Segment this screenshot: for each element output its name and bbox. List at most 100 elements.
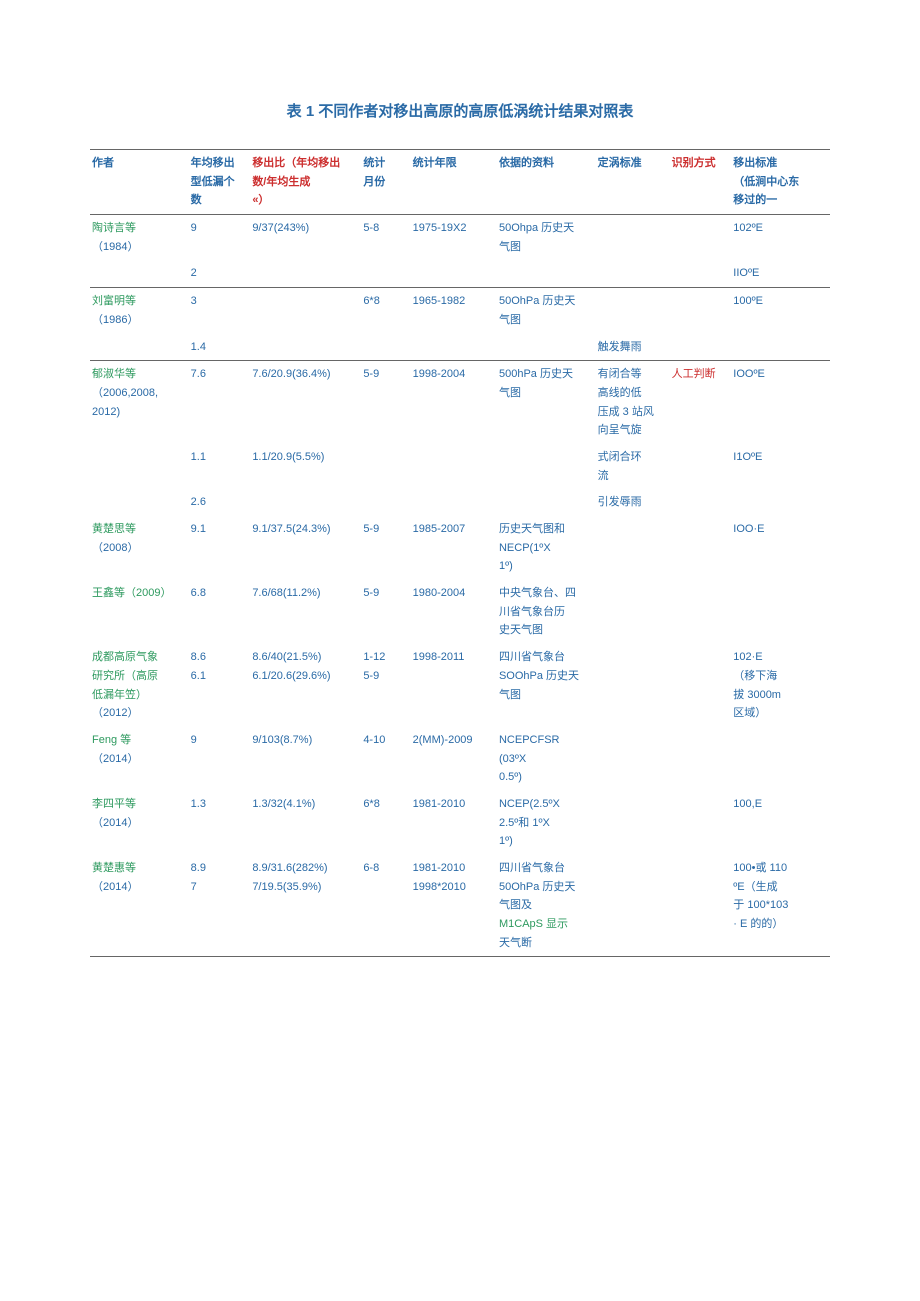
table-row: 刘富明等（1986）36*81965-198250OhPa 历史天气图100ºE [90, 288, 830, 334]
table-cell: 5-9 [361, 516, 410, 580]
table-cell: 9.1/37.5(24.3%) [250, 516, 361, 580]
table-row: 2 IIOºE [90, 260, 830, 287]
table-row: 2.6引发辱雨 [90, 489, 830, 516]
table-cell [411, 489, 497, 516]
table-cell: IIOºE [731, 260, 830, 287]
table-cell [596, 791, 670, 855]
table-cell [670, 260, 732, 287]
table-cell: 1.1/20.9(5.5%) [250, 444, 361, 489]
table-cell [670, 215, 732, 261]
table-row: 黄楚思等（2008）9.19.1/37.5(24.3%)5-91985-2007… [90, 516, 830, 580]
table-cell: 8.97 [189, 855, 251, 957]
table-cell [250, 334, 361, 361]
table-cell: 王鑫等（2009） [90, 580, 189, 644]
table-cell: IOOºE [731, 361, 830, 444]
th-ratio: 移出比（年均移出 数/年均生成 «） [250, 150, 361, 215]
table-cell: 50Ohpa 历史天气图 [497, 215, 596, 261]
table-cell: 8.66.1 [189, 644, 251, 727]
th-count: 年均移出 型低漏个 数 [189, 150, 251, 215]
comparison-table: 作者 年均移出 型低漏个 数 移出比（年均移出 数/年均生成 «） 统计 月份 … [90, 149, 830, 957]
table-cell: 7.6/20.9(36.4%) [250, 361, 361, 444]
table-cell [670, 489, 732, 516]
table-cell [90, 489, 189, 516]
table-row: 陶诗言等（1984）99/37(243%)5-81975-19X250Ohpa … [90, 215, 830, 261]
table-cell: 陶诗言等（1984） [90, 215, 189, 261]
table-cell: 1998-2004 [411, 361, 497, 444]
table-cell: 黄楚思等（2008） [90, 516, 189, 580]
table-cell [731, 489, 830, 516]
table-cell: 6*8 [361, 791, 410, 855]
table-cell [596, 644, 670, 727]
table-cell [250, 260, 361, 287]
table-cell: NCEP(2.5ºX2.5º和 1ºX1º) [497, 791, 596, 855]
table-cell: 1975-19X2 [411, 215, 497, 261]
table-cell: 人工判断 [670, 361, 732, 444]
table-cell [361, 444, 410, 489]
table-row: Feng 等（2014）99/103(8.7%)4-102(MM)-2009NC… [90, 727, 830, 791]
table-cell: 历史天气图和NECP(1ºX1º) [497, 516, 596, 580]
th-move: 移出标准 （低涧中心东 移过的一 [731, 150, 830, 215]
table-cell: 1981-2010 [411, 791, 497, 855]
table-cell [250, 288, 361, 334]
table-cell: 四川省气象台SOOhPa 历史天气图 [497, 644, 596, 727]
table-cell [596, 855, 670, 957]
table-cell: 9 [189, 727, 251, 791]
table-cell: 102ºE [731, 215, 830, 261]
th-author: 作者 [90, 150, 189, 215]
table-body: 陶诗言等（1984）99/37(243%)5-81975-19X250Ohpa … [90, 215, 830, 957]
table-cell [361, 334, 410, 361]
table-cell: 9 [189, 215, 251, 261]
table-cell: 6*8 [361, 288, 410, 334]
table-cell [670, 444, 732, 489]
table-cell: 100,E [731, 791, 830, 855]
table-cell: 1985-2007 [411, 516, 497, 580]
table-title: 表 1 不同作者对移出高原的高原低涡统计结果对照表 [90, 100, 830, 121]
table-cell: NCEPCFSR(03ºX0.5º) [497, 727, 596, 791]
table-header-row: 作者 年均移出 型低漏个 数 移出比（年均移出 数/年均生成 «） 统计 月份 … [90, 150, 830, 215]
th-source: 依据的资料 [497, 150, 596, 215]
table-cell: 9/37(243%) [250, 215, 361, 261]
table-cell [596, 580, 670, 644]
table-cell: 郁淑华等（2006,2008,2012) [90, 361, 189, 444]
table-cell [411, 260, 497, 287]
table-cell: 1.4 [189, 334, 251, 361]
table-cell: 1.1 [189, 444, 251, 489]
table-cell [670, 727, 732, 791]
table-cell: 100•或 110ºE（生成于 100*103· E 的的） [731, 855, 830, 957]
table-cell [361, 260, 410, 287]
table-cell [497, 334, 596, 361]
table-cell [361, 489, 410, 516]
table-cell: 500hPa 历史天气图 [497, 361, 596, 444]
table-cell: 1.3 [189, 791, 251, 855]
table-cell: 引发辱雨 [596, 489, 670, 516]
table-cell [497, 489, 596, 516]
table-cell: 3 [189, 288, 251, 334]
table-cell: IOO·E [731, 516, 830, 580]
th-criteria: 定涡标准 [596, 150, 670, 215]
table-cell: 1980-2004 [411, 580, 497, 644]
table-cell: 李四平等（2014） [90, 791, 189, 855]
table-cell: 7.6/68(11.2%) [250, 580, 361, 644]
th-years: 统计年限 [411, 150, 497, 215]
table-row: 李四平等（2014）1.31.3/32(4.1%)6*81981-2010NCE… [90, 791, 830, 855]
table-cell [90, 260, 189, 287]
table-cell: 式闭合环流 [596, 444, 670, 489]
table-cell: 7.6 [189, 361, 251, 444]
table-cell: 有闭合等高线的低压成 3 站风向呈气旋 [596, 361, 670, 444]
table-cell [670, 855, 732, 957]
table-cell [731, 334, 830, 361]
table-cell [670, 791, 732, 855]
table-row: 郁淑华等（2006,2008,2012)7.67.6/20.9(36.4%)5-… [90, 361, 830, 444]
table-cell: 2 [189, 260, 251, 287]
table-cell: 5-9 [361, 580, 410, 644]
table-cell: 四川省气象台50OhPa 历史天气图及M1CApS 显示天气断 [497, 855, 596, 957]
table-cell: 9/103(8.7%) [250, 727, 361, 791]
table-cell: 刘富明等（1986） [90, 288, 189, 334]
table-cell: 1-125-9 [361, 644, 410, 727]
table-cell: 8.9/31.6(282%)7/19.5(35.9%) [250, 855, 361, 957]
table-cell [731, 580, 830, 644]
table-cell: 100ºE [731, 288, 830, 334]
table-cell [596, 260, 670, 287]
table-row: 1.4 触发舞雨 [90, 334, 830, 361]
table-cell: 触发舞雨 [596, 334, 670, 361]
